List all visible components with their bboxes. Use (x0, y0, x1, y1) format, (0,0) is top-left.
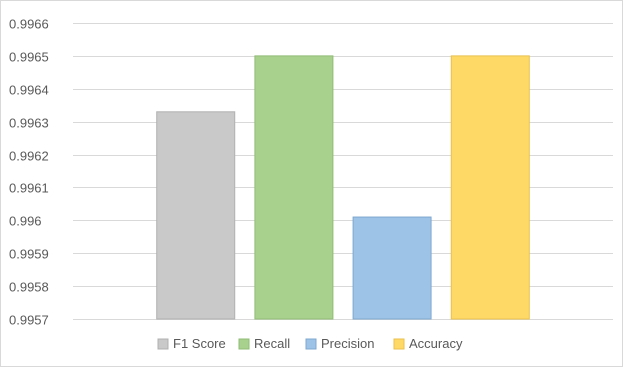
legend-item: Recall (238, 336, 290, 351)
bars (156, 55, 530, 320)
y-tick-label: 0.9958 (9, 280, 49, 295)
legend-label: Recall (254, 336, 290, 351)
legend-label: Precision (321, 336, 374, 351)
legend-swatch (157, 338, 169, 350)
y-tick-label: 0.9965 (9, 50, 49, 65)
legend: F1 Score Recall Precision Accuracy (157, 336, 463, 351)
y-tick-label: 0.9966 (9, 17, 49, 32)
legend-item: F1 Score (157, 336, 226, 351)
y-tick-label: 0.9957 (9, 313, 49, 328)
y-tick-label: 0.996 (9, 214, 42, 229)
bar-accuracy (450, 55, 530, 320)
y-tick-label: 0.9963 (9, 116, 49, 131)
legend-swatch (393, 338, 405, 350)
legend-item: Precision (305, 336, 374, 351)
bar-f1-score (156, 111, 236, 320)
legend-swatch (238, 338, 250, 350)
y-tick-label: 0.9964 (9, 83, 49, 98)
bar-precision (352, 216, 432, 320)
y-tick-label: 0.9961 (9, 181, 49, 196)
legend-item: Accuracy (393, 336, 463, 351)
legend-swatch (305, 338, 317, 350)
bar-recall (254, 55, 334, 320)
y-tick-label: 0.9959 (9, 247, 49, 262)
y-axis-tick-labels: 0.9957 0.9958 0.9959 0.996 0.9961 0.9962 0.996… (9, 17, 49, 328)
y-tick-label: 0.9962 (9, 149, 49, 164)
grid-lines (73, 23, 613, 320)
legend-label: F1 Score (173, 336, 226, 351)
legend-label: Accuracy (409, 336, 463, 351)
